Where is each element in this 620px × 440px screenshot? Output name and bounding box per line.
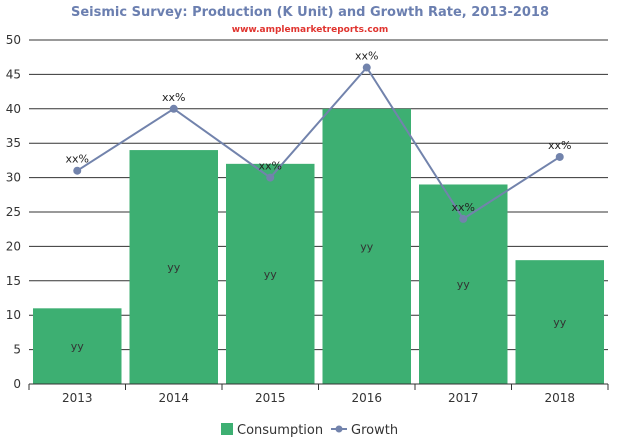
bar-2013 xyxy=(33,308,122,384)
legend-label-growth: Growth xyxy=(351,423,398,438)
growth-point-label: xx% xyxy=(162,91,185,104)
bar-2016 xyxy=(322,108,411,385)
legend-item-growth[interactable]: Growth xyxy=(331,423,398,438)
y-tick-label: 40 xyxy=(6,102,21,116)
bar-2014 xyxy=(129,150,218,384)
grid-lines xyxy=(29,39,608,385)
legend[interactable]: Consumption Growth xyxy=(221,423,398,438)
x-tick-label: 2016 xyxy=(351,391,382,405)
y-tick-label: 20 xyxy=(6,239,21,253)
growth-point-2017 xyxy=(459,214,468,223)
y-axis: 0 5 10 15 20 25 30 35 40 45 50 xyxy=(6,33,21,391)
legend-item-consumption[interactable]: Consumption xyxy=(221,423,323,438)
y-tick-label: 5 xyxy=(13,343,21,357)
legend-label-consumption: Consumption xyxy=(237,423,323,438)
growth-point-2016 xyxy=(362,63,371,72)
chart-subtitle: www.amplemarketreports.com xyxy=(232,25,389,35)
y-tick-label: 35 xyxy=(6,136,21,150)
bar-label: yy xyxy=(71,340,85,353)
bar-label: yy xyxy=(457,278,471,291)
bar-2015 xyxy=(226,163,315,384)
growth-point-label: xx% xyxy=(548,139,571,152)
y-tick-label: 45 xyxy=(6,67,21,81)
growth-point-2018 xyxy=(555,152,564,161)
bar-label: yy xyxy=(360,240,374,253)
y-tick-label: 50 xyxy=(6,33,21,47)
bar-label: yy xyxy=(553,316,567,329)
x-tick-label: 2014 xyxy=(158,391,189,405)
y-tick-label: 0 xyxy=(13,377,21,391)
growth-point-label: xx% xyxy=(355,50,378,63)
growth-point-2014 xyxy=(169,104,178,113)
y-tick-label: 15 xyxy=(6,274,21,288)
x-tick-label: 2017 xyxy=(448,391,479,405)
chart-title: Seismic Survey: Production (K Unit) and … xyxy=(71,5,549,20)
legend-marker-growth xyxy=(335,425,343,433)
y-tick-label: 25 xyxy=(6,205,21,219)
x-tick-label: 2015 xyxy=(255,391,286,405)
x-axis: 2013 2014 2015 2016 2017 2018 xyxy=(28,383,609,405)
growth-line: xx% xx% xx% xx% xx% xx% xyxy=(66,50,571,223)
consumption-bars xyxy=(33,108,604,385)
growth-point-label: xx% xyxy=(66,153,89,166)
y-tick-label: 10 xyxy=(6,308,21,322)
x-tick-label: 2013 xyxy=(62,391,93,405)
growth-polyline xyxy=(76,65,561,221)
y-tick-label: 30 xyxy=(6,171,21,185)
growth-point-2013 xyxy=(73,166,82,175)
bar-2018 xyxy=(515,260,604,384)
growth-point-label: xx% xyxy=(259,160,282,173)
consumption-labels: yy yy yy yy yy yy xyxy=(71,240,567,353)
growth-point-2015 xyxy=(266,173,275,182)
bar-label: yy xyxy=(264,268,278,281)
bar-label: yy xyxy=(167,261,181,274)
growth-point-label: xx% xyxy=(452,201,475,214)
x-tick-label: 2018 xyxy=(544,391,575,405)
legend-swatch-consumption xyxy=(221,423,233,435)
